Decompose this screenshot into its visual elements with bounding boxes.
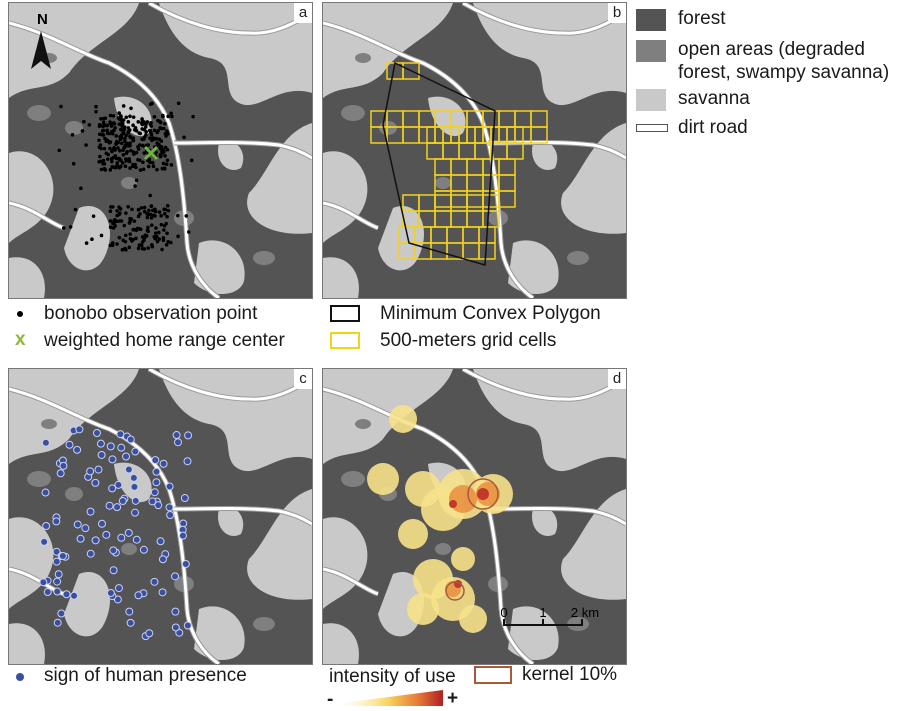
scale-bar: 0 1 2 km: [500, 605, 599, 626]
map-panel-c: c: [8, 368, 313, 665]
scale-tick-2: 2 km: [571, 605, 599, 620]
panel-label-a: a: [294, 3, 312, 23]
mcp-swatch: [330, 305, 360, 322]
grid-swatch: [330, 332, 360, 349]
kernel-legend-label: kernel 10%: [522, 664, 618, 685]
map-panel-d: 0 1 2 km d: [322, 368, 627, 665]
panel-label-c: c: [294, 369, 312, 389]
north-label: N: [37, 11, 48, 28]
map-b-svg: [323, 3, 626, 298]
observation-dot-icon: [17, 311, 23, 317]
observation-points: [57, 101, 195, 252]
intensity-legend-label: intensity of use: [329, 666, 456, 687]
dirt-road-legend-label: dirt road: [678, 117, 748, 138]
minimum-convex-polygon: [382, 61, 496, 266]
grid-legend-label: 500-meters grid cells: [380, 330, 557, 351]
dirt-road-swatch: [636, 124, 668, 132]
intensity-plus-label: +: [447, 688, 459, 709]
map-panel-b: b: [322, 2, 627, 299]
map-a-svg: [9, 3, 312, 298]
forest-swatch: [636, 9, 666, 31]
open-areas-legend-label-2: forest, swampy savanna): [678, 62, 890, 83]
panel-label-d: d: [608, 369, 626, 389]
center-legend-label: weighted home range center: [44, 330, 285, 351]
intensity-gradient: [343, 690, 443, 706]
kernel-density-surface: [367, 405, 513, 633]
mcp-legend-label: Minimum Convex Polygon: [380, 303, 601, 324]
open-areas-swatch: [636, 40, 666, 62]
scale-tick-0: 0: [500, 605, 507, 620]
grid-cells: [370, 62, 548, 260]
human-legend-label: sign of human presence: [44, 665, 247, 686]
north-arrow-icon: [31, 31, 51, 69]
center-x-icon: x: [15, 329, 26, 350]
savanna-swatch: [636, 89, 666, 111]
panel-label-b: b: [608, 3, 626, 23]
map-base-a: [9, 3, 312, 298]
open-areas-legend-label-1: open areas (degraded: [678, 39, 865, 60]
savanna-legend-label: savanna: [678, 88, 750, 109]
map-panel-a: N a: [8, 2, 313, 299]
kernel-swatch: [474, 666, 512, 684]
forest-legend-label: forest: [678, 8, 726, 29]
human-dot-icon: [16, 673, 24, 681]
scale-tick-1: 1: [539, 605, 546, 620]
home-range-center-marker: [143, 145, 159, 161]
human-presence-points: [39, 425, 193, 641]
map-c-svg: [9, 369, 312, 664]
map-base-b: [323, 3, 626, 298]
intensity-minus-label: -: [327, 689, 334, 710]
map-d-svg: 0 1 2 km: [323, 369, 626, 664]
observation-legend-label: bonobo observation point: [44, 303, 258, 324]
